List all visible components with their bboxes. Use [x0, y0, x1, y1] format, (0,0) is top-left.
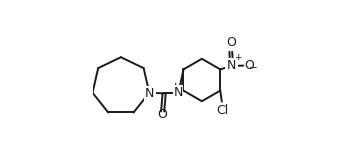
Text: H: H [174, 83, 182, 96]
Text: O: O [226, 36, 236, 49]
Text: N: N [145, 87, 154, 100]
Text: −: − [249, 63, 257, 73]
Text: O: O [158, 108, 168, 121]
Text: Cl: Cl [216, 104, 228, 117]
Text: O: O [244, 59, 254, 72]
Text: +: + [234, 52, 241, 62]
Text: N: N [173, 86, 183, 99]
Text: N: N [227, 59, 236, 72]
